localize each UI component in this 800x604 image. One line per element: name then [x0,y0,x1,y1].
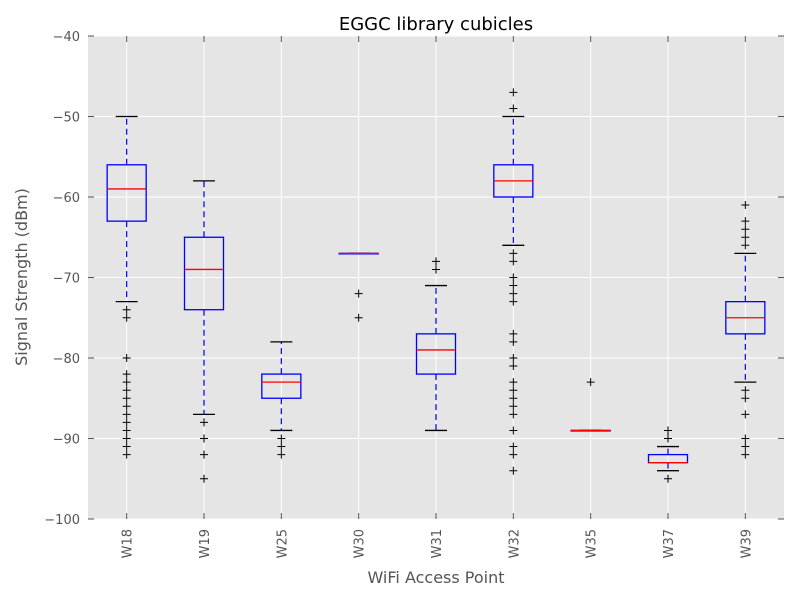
flier-point [741,410,750,419]
flier-point [200,418,208,427]
flier-point [509,442,518,451]
box-w31 [415,257,457,432]
flier-point [741,201,750,210]
box-w25 [261,341,302,459]
flier-point [509,273,518,282]
box-w19 [183,180,225,483]
box-iqr [415,333,457,375]
flier-point [509,386,518,395]
y-tick-label: −40 [53,30,80,45]
box-w37 [647,426,689,483]
flier-point [277,434,286,443]
x-tick-label: W25 [275,529,290,558]
flier-point [741,394,750,403]
flier-point [122,426,131,435]
flier-point [509,362,518,371]
flier-point [122,354,131,362]
flier-point [509,337,518,346]
flier-point [432,257,440,266]
y-tick-label: −70 [53,272,80,287]
flier-point [664,426,672,435]
flier-point [741,233,750,242]
axes: −100 −90 −80 −70 −60 −50 −40 W18 W19 W25 W30 W31 W32… [44,30,784,558]
flier-point [741,450,750,459]
flier-point [741,241,750,250]
flier-point [741,442,750,451]
flier-point [586,378,595,387]
flier-point [509,402,518,411]
y-axis-label: Signal Strength (dBm) [12,188,31,366]
flier-point [277,450,286,459]
flier-point [200,474,208,483]
box-w35 [570,378,611,432]
y-tick-label: −60 [53,191,80,206]
flier-point [122,410,131,419]
box-w30 [338,252,379,322]
flier-point [741,225,750,234]
flier-point [200,434,208,443]
box-w18 [106,115,147,459]
y-tick-label: −100 [44,513,80,528]
flier-point [509,354,518,362]
flier-point [122,434,131,443]
flier-point [122,450,131,459]
box-iqr [106,164,147,222]
flier-point [354,313,363,322]
flier-point [664,434,672,443]
x-tick-label: W32 [507,529,522,558]
box-iqr [183,236,225,311]
flier-point [509,410,518,419]
x-tick-label: W18 [121,529,136,558]
flier-point [432,265,440,274]
flier-point [122,442,131,451]
flier-point [509,426,518,435]
flier-point [509,88,518,97]
box-w39 [725,201,766,459]
flier-point [664,474,672,483]
x-axis-label: WiFi Access Point [367,568,504,587]
flier-point [509,249,518,258]
flier-point [122,370,131,379]
flier-point [277,442,286,451]
flier-point [122,378,131,387]
chart-title: EGGC library cubicles [339,14,533,35]
flier-point [509,450,518,459]
x-tick-label: W19 [198,529,213,558]
flier-point [509,378,518,387]
flier-point [122,305,131,314]
flier-point [509,257,518,266]
x-tick-label: W30 [353,529,368,558]
flier-point [122,313,131,322]
x-tick-label: W35 [585,529,600,558]
x-tick-label: W37 [662,529,677,558]
box-w32 [493,88,534,475]
flier-point [122,386,131,395]
flier-point [354,289,363,298]
flier-point [509,329,518,338]
y-tick-label: −90 [53,433,80,448]
y-tick-label: −50 [53,111,80,126]
flier-point [509,394,518,403]
flier-point [509,297,518,306]
flier-point [741,386,750,395]
flier-point [509,104,518,113]
flier-point [509,289,518,298]
flier-point [122,394,131,403]
box-iqr [261,373,302,399]
flier-point [741,217,750,226]
flier-point [741,434,750,443]
flier-point [509,281,518,290]
boxes [106,88,766,483]
flier-point [122,418,131,427]
flier-point [200,450,208,459]
x-tick-label: W39 [739,529,754,558]
flier-point [509,466,518,475]
flier-point [122,402,131,411]
y-tick-label: −80 [53,352,80,367]
x-tick-label: W31 [430,529,445,558]
